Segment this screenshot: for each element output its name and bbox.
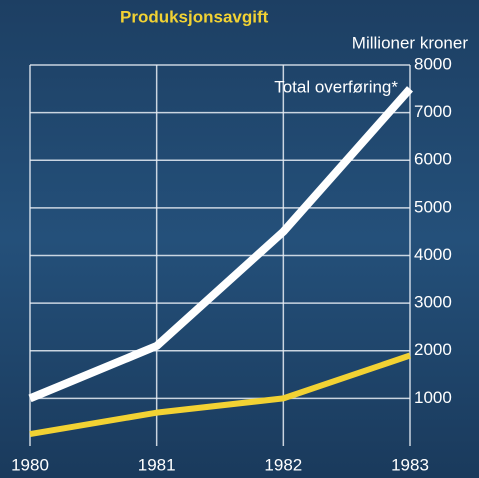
y-tick-label: 5000 [414, 197, 452, 216]
series-label: Produksjonsavgift [120, 7, 269, 26]
y-tick-label: 4000 [414, 245, 452, 264]
y-tick-label: 7000 [414, 102, 452, 121]
y-tick-label: 6000 [414, 150, 452, 169]
y-tick-label: 8000 [414, 54, 452, 73]
y-tick-label: 1000 [414, 388, 452, 407]
y-tick-label: 3000 [414, 293, 452, 312]
page: {"chart_data": {"type": "line", "ylabel"… [0, 0, 479, 478]
x-tick-label: 1982 [264, 455, 302, 474]
x-tick-label: 1980 [11, 455, 49, 474]
y-axis-label: Millioner kroner [352, 33, 469, 52]
series-label: Total overføring* [274, 77, 398, 96]
x-tick-label: 1983 [391, 455, 429, 474]
chart: Millioner kroner 1000 2000 3000 4000 5000 600… [0, 0, 479, 478]
x-tick-label: 1981 [138, 455, 176, 474]
y-tick-label: 2000 [414, 340, 452, 359]
